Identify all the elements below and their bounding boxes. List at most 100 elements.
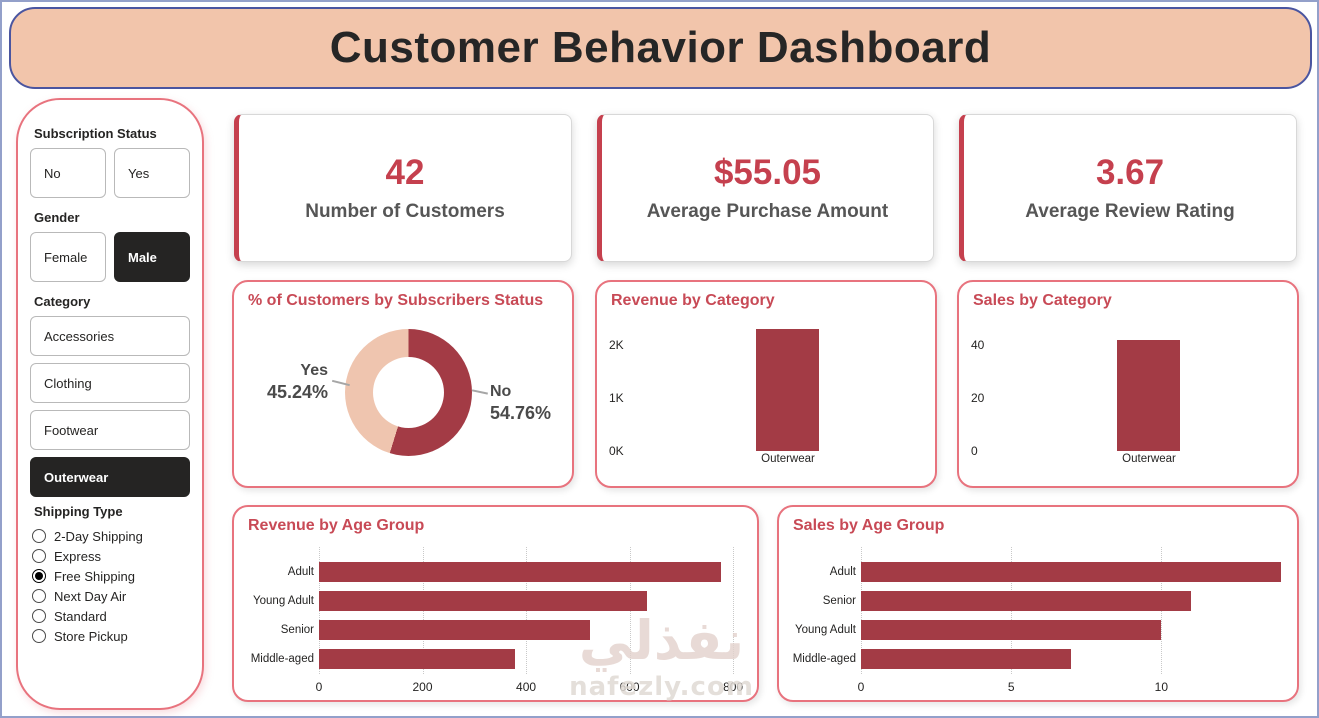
gridline-600	[629, 547, 631, 674]
bar-outerwear[interactable]	[756, 329, 819, 451]
gridline-0	[319, 547, 320, 674]
bar-senior[interactable]	[319, 619, 590, 640]
filter-button-clothing[interactable]: Clothing	[30, 363, 190, 403]
hbar-row-middle-aged: Middle-aged	[234, 644, 745, 673]
chart-title: % of Customers by Subscribers Status	[248, 292, 544, 309]
radio-icon[interactable]	[32, 629, 46, 643]
filter-button-accessories[interactable]: Accessories	[30, 316, 190, 356]
hbar-row-middle-aged: Middle-aged	[779, 644, 1289, 673]
radio-free-shipping[interactable]: Free Shipping	[30, 566, 190, 586]
grid-layer: 0 200 400 600 800	[316, 547, 745, 694]
kpi-card-average-purchase-amount: $55.05 Average Purchase Amount	[597, 114, 934, 262]
gender-label: Gender	[34, 210, 80, 225]
bar-young-adult[interactable]	[861, 619, 1162, 640]
dashboard-header: Customer Behavior Dashboard	[9, 7, 1312, 89]
category-label-middle-aged: Middle-aged	[792, 652, 856, 665]
hbar-row-young-adult: Young Adult	[234, 586, 745, 615]
kpi-label: Number of Customers	[305, 201, 505, 222]
bar-track	[319, 619, 745, 640]
x-axis-label-outerwear: Outerwear	[1122, 453, 1176, 465]
bar-track	[861, 619, 1289, 640]
gridline-0	[861, 547, 862, 674]
bar-middle-aged[interactable]	[861, 648, 1072, 669]
category-label-adult: Adult	[287, 565, 314, 578]
page-title: Customer Behavior Dashboard	[329, 23, 992, 72]
bar-track	[319, 561, 745, 582]
category-label-middle-aged: Middle-aged	[250, 652, 314, 665]
hbar-rows: Adult Young Adult Senior Middle-aged	[234, 557, 745, 673]
donut-label-yes: Yes 45.24%	[266, 362, 328, 402]
gridline-5	[1011, 547, 1013, 674]
chart-plot-area: Adult Senior Young Adult Middle-aged 0 5 10	[779, 547, 1289, 696]
chart-plot-area: 0K 1K 2K Outerwear	[607, 327, 925, 465]
x-axis-tick-0: 0	[315, 680, 323, 694]
chart-title: Revenue by Category	[611, 292, 775, 309]
shipping-type-options: 2-Day Shipping Express Free Shipping Nex…	[30, 526, 190, 646]
radio-icon[interactable]	[32, 589, 46, 603]
x-axis-tick-600: 600	[619, 680, 640, 694]
radio-express[interactable]: Express	[30, 546, 190, 566]
subscription-status-label: Subscription Status	[34, 126, 157, 141]
gridline-10	[1161, 547, 1163, 674]
filter-button-footwear[interactable]: Footwear	[30, 410, 190, 450]
y-axis-tick-20: 20	[971, 391, 985, 406]
x-axis-tick-800: 800	[723, 680, 744, 694]
filter-button-no[interactable]: No	[30, 148, 106, 198]
bar-outerwear[interactable]	[1117, 340, 1180, 451]
chart-card-sales-by-age-group: Sales by Age Group Adult Senior Young Adul…	[777, 505, 1299, 702]
gridline-400	[526, 547, 528, 674]
radio-icon[interactable]	[32, 529, 46, 543]
leader-line	[472, 389, 488, 395]
filter-button-male[interactable]: Male	[114, 232, 190, 282]
x-axis-tick-400: 400	[516, 680, 537, 694]
shipping-type-label: Shipping Type	[34, 504, 123, 519]
y-axis-tick-40: 40	[971, 338, 985, 353]
bar-middle-aged[interactable]	[319, 648, 515, 669]
bar-adult[interactable]	[319, 561, 722, 582]
bar-track	[861, 590, 1289, 611]
bar-senior[interactable]	[861, 590, 1192, 611]
hbar-row-adult: Adult	[779, 557, 1289, 586]
chart-plot-area: 0 20 40 Outerwear	[969, 327, 1287, 465]
filter-button-yes[interactable]: Yes	[114, 148, 190, 198]
radio-standard[interactable]: Standard	[30, 606, 190, 626]
chart-card-revenue-by-category: Revenue by Category 0K 1K 2K Outerwear	[595, 280, 937, 488]
gridline-800	[733, 547, 735, 674]
kpi-card-number-of-customers: 42 Number of Customers	[234, 114, 572, 262]
filter-button-outerwear[interactable]: Outerwear	[30, 457, 190, 497]
grid-layer: 0 5 10	[858, 547, 1289, 694]
category-options: Accessories Clothing Footwear Outerwear	[30, 316, 190, 497]
hbar-row-young-adult: Young Adult	[779, 615, 1289, 644]
chart-card-sales-by-category: Sales by Category 0 20 40 Outerwear	[957, 280, 1299, 488]
bar-track	[861, 561, 1289, 582]
radio-store-pickup[interactable]: Store Pickup	[30, 626, 190, 646]
chart-card-revenue-by-age-group: Revenue by Age Group Adult Young Adult Sen…	[232, 505, 759, 702]
kpi-label: Average Review Rating	[1025, 201, 1235, 222]
subscription-status-options: No Yes	[30, 148, 190, 198]
bar-track	[319, 648, 745, 669]
chart-title: Sales by Age Group	[793, 517, 945, 534]
y-axis-tick-0K: 0K	[609, 444, 624, 458]
chart-title: Sales by Category	[973, 292, 1112, 309]
category-label-senior: Senior	[280, 623, 314, 636]
bar-adult[interactable]	[861, 561, 1282, 582]
radio-icon[interactable]	[32, 609, 46, 623]
gridline-200	[422, 547, 424, 674]
bar-track	[861, 648, 1289, 669]
radio-icon[interactable]	[32, 549, 46, 563]
donut-chart[interactable]	[345, 329, 472, 456]
chart-card-subscribers-status: % of Customers by Subscribers Status Yes…	[232, 280, 574, 488]
hbar-row-adult: Adult	[234, 557, 745, 586]
filter-button-female[interactable]: Female	[30, 232, 106, 282]
radio-icon-selected[interactable]	[32, 569, 46, 583]
gender-options: Female Male	[30, 232, 190, 282]
bar-young-adult[interactable]	[319, 590, 648, 611]
x-axis-tick-5: 5	[1007, 680, 1015, 694]
radio-2-day-shipping[interactable]: 2-Day Shipping	[30, 526, 190, 546]
radio-next-day-air[interactable]: Next Day Air	[30, 586, 190, 606]
chart-plot-area: Adult Young Adult Senior Middle-aged 0 200 400…	[234, 547, 745, 696]
chart-title: Revenue by Age Group	[248, 517, 425, 534]
category-label-senior: Senior	[822, 594, 856, 607]
donut-label-no: No 54.76%	[490, 383, 552, 423]
